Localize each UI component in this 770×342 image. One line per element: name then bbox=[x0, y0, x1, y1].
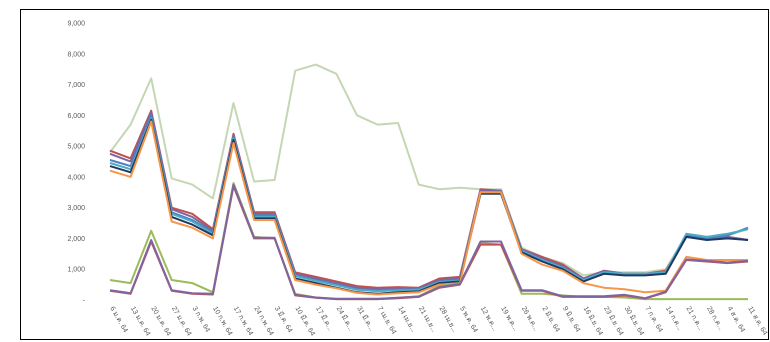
x-tick-label: 6 ม.ค. 64 bbox=[108, 306, 128, 334]
chart-border bbox=[20, 9, 769, 340]
series-line-5 bbox=[109, 117, 749, 293]
y-tick-label: 8,000 bbox=[67, 51, 85, 58]
x-tick-label: 26 พ.ค... bbox=[520, 306, 539, 333]
x-tick-label: 23 มิ.ย. 64 bbox=[602, 305, 625, 337]
series-line-10 bbox=[109, 183, 749, 300]
y-tick-label: 5,000 bbox=[67, 144, 85, 151]
y-tick-label: - bbox=[83, 298, 86, 305]
x-tick-label: 5 พ.ค. 64 bbox=[458, 305, 478, 333]
x-tick-label: 20 ม.ค. 64 bbox=[149, 305, 171, 337]
x-tick-label: 11 ส.ค. 64 bbox=[746, 306, 768, 337]
x-tick-label: 30 มิ.ย. 64 bbox=[623, 305, 646, 337]
series-line-8 bbox=[109, 182, 748, 301]
x-tick-label: 7 ก.ค. 64 bbox=[643, 305, 663, 333]
series-line-2 bbox=[109, 109, 749, 289]
y-tick-label: 7,000 bbox=[67, 82, 85, 89]
y-tick-label: 4,000 bbox=[67, 174, 85, 181]
plot-area bbox=[109, 63, 749, 301]
x-tick-label: 21 ก.ค... bbox=[685, 305, 704, 331]
y-tick-label: 1,000 bbox=[67, 267, 85, 274]
x-tick-label: 24 ก.พ. 64 bbox=[252, 305, 274, 336]
x-tick-label: 14 ก.ค... bbox=[664, 305, 683, 331]
x-tick-label: 24 มี.ค... bbox=[335, 305, 355, 332]
x-tick-label: 10 ก.พ. 64 bbox=[211, 306, 233, 337]
x-tick-label: 14 เม.ย... bbox=[396, 306, 416, 334]
y-tick-label: 6,000 bbox=[67, 113, 85, 120]
x-tick-label: 7 เม.ย. 64 bbox=[376, 306, 397, 336]
x-tick-label: 27 ม.ค. 64 bbox=[170, 306, 192, 338]
x-tick-label: 28 เม.ย... bbox=[438, 305, 458, 333]
series-line-7 bbox=[109, 120, 748, 296]
x-tick-label: 28 ก.ค... bbox=[705, 306, 724, 332]
x-tick-label: 17 ก.พ. 64 bbox=[232, 305, 254, 336]
x-tick-label: 3 ก.พ. 64 bbox=[191, 306, 211, 334]
x-tick-label: 12 พ.ค... bbox=[479, 305, 498, 332]
series-line-1 bbox=[109, 63, 749, 277]
series-line-6 bbox=[109, 118, 749, 295]
y-tick-label: 2,000 bbox=[67, 236, 85, 243]
y-tick-label: 3,000 bbox=[67, 205, 85, 212]
x-tick-label: 16 มิ.ย. 64 bbox=[582, 305, 605, 337]
x-tick-label: 17 มี.ค... bbox=[314, 305, 334, 332]
y-axis: - 1,000 2,000 3,000 4,000 5,000 6,000 7,000 8,00… bbox=[67, 21, 85, 305]
x-tick-label: 21 เม.ย... bbox=[417, 306, 437, 334]
y-tick-label: 9,000 bbox=[67, 21, 85, 28]
series-line-4 bbox=[109, 114, 749, 292]
x-tick-label: 3 มี.ค. 64 bbox=[273, 305, 294, 334]
x-tick-label: 19 พ.ค... bbox=[499, 306, 518, 333]
x-tick-label: 31 มี.ค... bbox=[355, 305, 375, 332]
x-tick-label: 9 มิ.ย. 64 bbox=[561, 305, 582, 333]
series-line-3 bbox=[109, 111, 749, 291]
x-tick-label: 4 ส.ค. 64 bbox=[726, 306, 746, 334]
x-tick-label: 2 มิ.ย. 64 bbox=[540, 305, 561, 333]
x-tick-label: 10 มี.ค. 64 bbox=[293, 305, 316, 337]
x-tick-label: 13 ม.ค. 64 bbox=[129, 305, 151, 337]
